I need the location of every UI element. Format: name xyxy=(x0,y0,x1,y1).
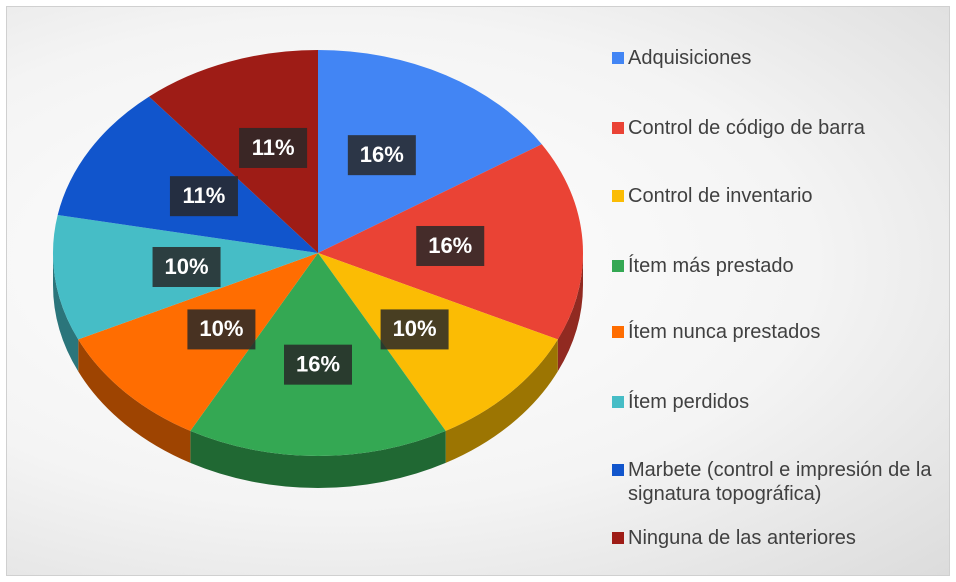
legend-swatch xyxy=(612,326,624,338)
legend-item: Marbete (control e impresión de la signa… xyxy=(612,458,952,506)
data-label-box xyxy=(416,225,485,266)
legend-item: Control de código de barra xyxy=(612,116,952,140)
slice xyxy=(149,50,318,253)
legend-item: Ninguna de las anteriores xyxy=(612,526,952,550)
legend-swatch xyxy=(612,532,624,544)
legend-label: Control de inventario xyxy=(628,185,813,207)
data-label: 11% xyxy=(252,135,295,160)
legend-swatch xyxy=(612,122,624,134)
legend-label: Ítem nunca prestados xyxy=(628,321,821,343)
legend-item: Ítem más prestado xyxy=(612,254,952,278)
data-label: 16% xyxy=(428,233,472,258)
legend-swatch xyxy=(612,52,624,64)
legend-swatch xyxy=(612,396,624,408)
legend-label: Control de código de barra xyxy=(628,117,865,139)
slice xyxy=(318,50,542,253)
data-label: 10% xyxy=(393,316,437,341)
slice-side xyxy=(445,339,558,463)
data-label: 16% xyxy=(360,142,404,167)
slice-side xyxy=(557,253,583,372)
slice-side xyxy=(53,253,79,372)
slice-side xyxy=(190,430,446,488)
legend-item: Adquisiciones xyxy=(612,46,952,70)
legend-label: Marbete (control e impresión de la signa… xyxy=(628,459,932,505)
data-label: 10% xyxy=(165,254,209,279)
legend-label: Ítem más prestado xyxy=(628,255,794,277)
slice-side xyxy=(78,339,191,463)
data-label-box xyxy=(239,127,308,168)
data-label-box xyxy=(284,344,352,385)
legend-item: Control de inventario xyxy=(612,184,952,208)
data-label-box xyxy=(187,309,256,350)
legend-item: Ítem nunca prestados xyxy=(612,320,952,344)
slice xyxy=(57,96,318,253)
legend-swatch xyxy=(612,190,624,202)
legend-label: Ítem perdidos xyxy=(628,391,750,413)
data-label-box xyxy=(152,246,221,287)
data-label: 11% xyxy=(183,183,226,208)
data-label-box xyxy=(380,309,449,350)
data-label: 10% xyxy=(199,316,243,341)
data-label-box xyxy=(169,176,238,217)
legend-label: Adquisiciones xyxy=(628,47,752,69)
data-label: 16% xyxy=(296,351,340,376)
legend-label: Ninguna de las anteriores xyxy=(628,527,856,549)
legend-swatch xyxy=(612,464,624,476)
legend-swatch xyxy=(612,260,624,272)
legend-item: Ítem perdidos xyxy=(612,390,952,414)
data-label-box xyxy=(347,135,416,176)
